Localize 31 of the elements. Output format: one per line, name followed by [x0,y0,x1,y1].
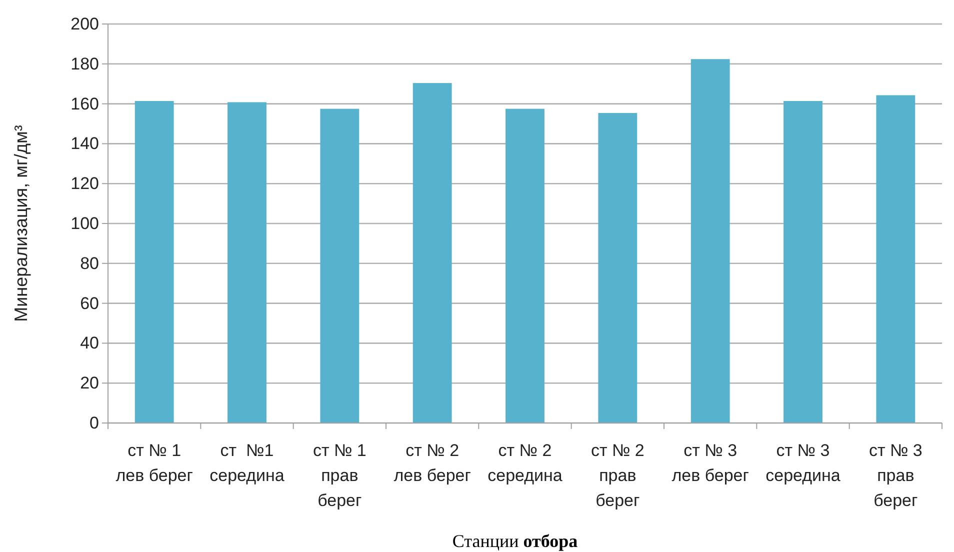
x-tick-label: ст № 2 прав берег [590,441,644,510]
x-tick-label: ст № 2 середина [488,441,563,485]
x-axis-title: Станции отбора [452,531,578,551]
bar [690,59,730,423]
bar [876,95,916,423]
bar [598,112,638,423]
bar [134,101,174,423]
bar [320,108,360,423]
x-tick-label: ст № 1 прав берег [312,441,366,510]
bar [784,101,822,423]
bar [228,102,266,423]
y-tick-label: 0 [90,413,99,432]
y-tick-label: 100 [70,214,99,233]
x-tick-label: ст №1 середина [210,441,285,485]
y-tick-label: 120 [70,174,99,194]
y-tick-label: 80 [80,254,99,273]
x-tick-label: ст № 2 лев берег [394,441,471,485]
y-tick-label: 140 [70,134,99,154]
y-tick-label: 180 [70,54,99,74]
y-tick-label: 160 [70,94,99,114]
bar [412,83,452,423]
y-tick-label: 200 [70,14,99,34]
x-tick-label: ст № 1 лев берег [116,441,193,485]
bar [506,108,544,423]
x-tick-label: ст № 3 лев берег [672,441,749,485]
y-axis-title: Минерализация, мг/дм³ [11,125,31,322]
y-tick-label: 60 [80,294,99,313]
y-tick-label: 20 [80,374,99,393]
x-tick-label: ст № 3 прав берег [868,441,922,510]
y-tick-label: 40 [80,334,99,353]
x-tick-label: ст № 3 середина [766,441,841,485]
